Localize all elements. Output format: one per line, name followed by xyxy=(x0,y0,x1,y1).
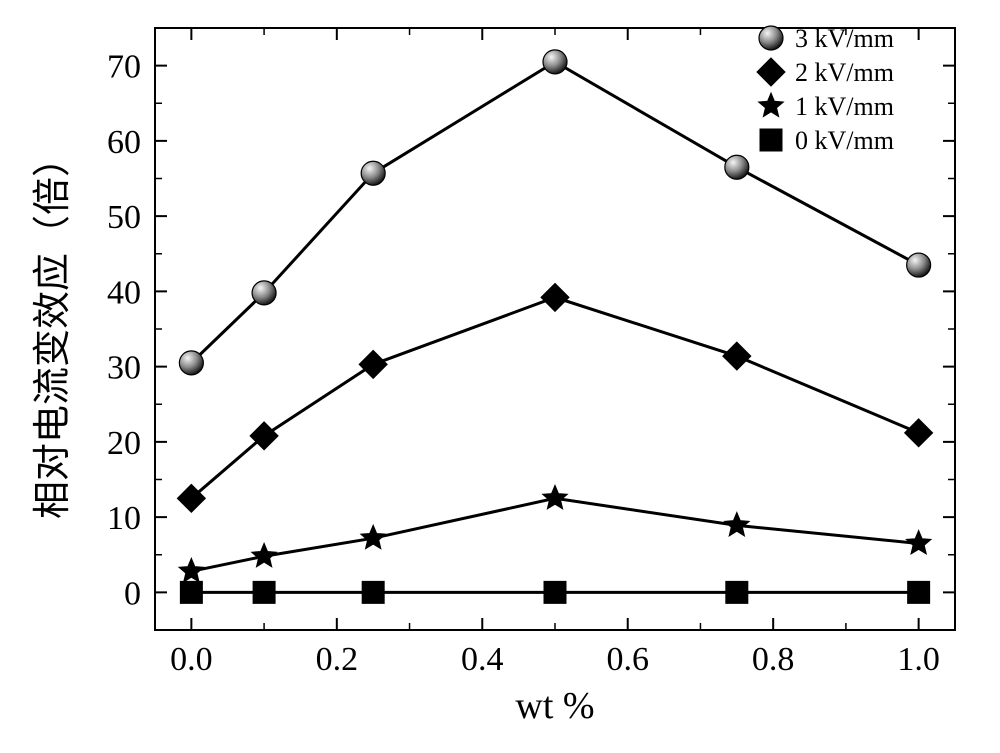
data-marker xyxy=(179,351,203,375)
y-tick-label: 20 xyxy=(107,425,141,462)
data-marker xyxy=(723,342,751,370)
y-tick-label: 40 xyxy=(107,274,141,311)
data-marker xyxy=(544,581,566,603)
data-marker xyxy=(759,26,783,50)
data-marker xyxy=(760,129,782,151)
data-marker xyxy=(907,253,931,277)
legend-item: 2 kV/mm xyxy=(757,58,894,87)
x-tick-label: 0.0 xyxy=(170,641,213,678)
data-marker xyxy=(361,525,386,549)
legend: 3 kV/mm 2 kV/mm 1 kV/mm 0 kV/mm xyxy=(757,24,894,155)
data-marker xyxy=(362,581,384,603)
data-marker xyxy=(252,543,277,567)
series-line xyxy=(191,498,918,571)
y-tick-label: 30 xyxy=(107,350,141,387)
x-tick-label: 1.0 xyxy=(897,641,940,678)
y-tick-label: 70 xyxy=(107,49,141,86)
data-marker xyxy=(253,581,275,603)
series-line xyxy=(191,297,918,498)
y-axis-label: 相对电流变效应（倍） xyxy=(32,139,74,519)
x-axis-label: wt % xyxy=(515,685,594,727)
legend-item: 0 kV/mm xyxy=(760,126,894,155)
data-marker xyxy=(757,58,785,86)
data-marker xyxy=(359,350,387,378)
data-marker xyxy=(541,283,569,311)
x-tick-label: 0.6 xyxy=(606,641,649,678)
data-marker xyxy=(252,281,276,305)
data-marker xyxy=(724,512,749,536)
y-tick-label: 60 xyxy=(107,124,141,161)
y-tick-label: 0 xyxy=(124,575,141,612)
data-marker xyxy=(905,419,933,447)
x-tick-label: 0.8 xyxy=(752,641,795,678)
data-marker xyxy=(543,50,567,74)
legend-label: 0 kV/mm xyxy=(795,126,894,155)
data-marker xyxy=(908,581,930,603)
data-marker xyxy=(759,93,784,117)
data-marker xyxy=(726,581,748,603)
data-marker xyxy=(179,558,204,582)
y-tick-label: 50 xyxy=(107,199,141,236)
line-chart: 0.0 0.2 0.4 0.6 0.8 1.0 0 10 20 30 40 50 60 70 wt % 相对电… xyxy=(0,0,1000,753)
x-tick-label: 0.2 xyxy=(316,641,359,678)
data-marker xyxy=(725,155,749,179)
data-marker xyxy=(906,530,931,554)
data-marker xyxy=(543,485,568,509)
y-tick-label: 10 xyxy=(107,500,141,537)
x-tick-label: 0.4 xyxy=(461,641,504,678)
legend-label: 1 kV/mm xyxy=(795,92,894,121)
legend-label: 3 kV/mm xyxy=(795,24,894,53)
data-marker xyxy=(180,581,202,603)
legend-label: 2 kV/mm xyxy=(795,58,894,87)
legend-item: 1 kV/mm xyxy=(759,92,894,121)
data-marker xyxy=(361,161,385,185)
